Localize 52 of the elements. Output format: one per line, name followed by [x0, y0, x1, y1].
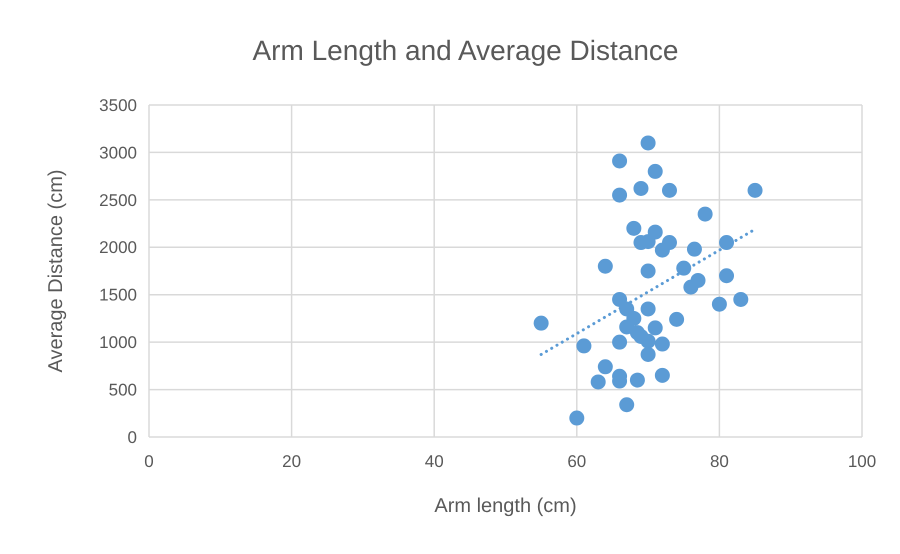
point [640, 346, 656, 362]
point [648, 320, 663, 336]
y-tick-label: 1500 [99, 286, 137, 305]
point [569, 410, 584, 426]
point [612, 153, 628, 168]
x-tick-label: 60 [567, 452, 586, 471]
y-tick-label: 3500 [99, 96, 137, 115]
point [654, 242, 670, 258]
point [654, 336, 670, 352]
point [619, 319, 634, 334]
point [590, 374, 606, 390]
x-tick-label: 80 [710, 452, 729, 471]
point [612, 188, 628, 203]
point [712, 296, 727, 312]
y-tick-label: 2500 [99, 190, 137, 210]
point [576, 338, 592, 354]
point [748, 182, 763, 198]
point [686, 242, 702, 257]
point [719, 268, 734, 284]
y-tick-label: 1000 [99, 333, 137, 352]
point [733, 292, 748, 307]
point [669, 312, 684, 327]
point [640, 135, 656, 150]
point [648, 164, 663, 179]
point [598, 258, 613, 274]
x-axis-title: Arm length (cm) [434, 495, 577, 517]
y-tick-label: 2000 [99, 238, 137, 258]
x-tick-label: 20 [282, 452, 302, 471]
point [683, 280, 698, 295]
point [619, 397, 634, 412]
x-tick-label: 40 [424, 452, 444, 471]
x-tick-label: 100 [848, 452, 876, 471]
point [654, 368, 670, 383]
point [633, 180, 648, 196]
point [698, 206, 713, 222]
y-tick-label: 500 [108, 380, 137, 400]
chart-title: Arm Length and Average Distance [252, 35, 678, 66]
point [640, 301, 656, 316]
x-tick-label: 0 [144, 452, 154, 471]
point [534, 316, 549, 331]
point [640, 334, 656, 349]
point [662, 182, 677, 198]
y-tick-label: 0 [128, 428, 137, 447]
point [598, 359, 613, 374]
point [719, 235, 734, 250]
point [626, 220, 642, 236]
point [630, 372, 645, 388]
y-axis-title: Average Distance (cm) [45, 169, 67, 373]
point [676, 260, 692, 276]
point [612, 334, 628, 350]
y-tick-label: 3000 [99, 143, 137, 162]
point [640, 264, 656, 278]
